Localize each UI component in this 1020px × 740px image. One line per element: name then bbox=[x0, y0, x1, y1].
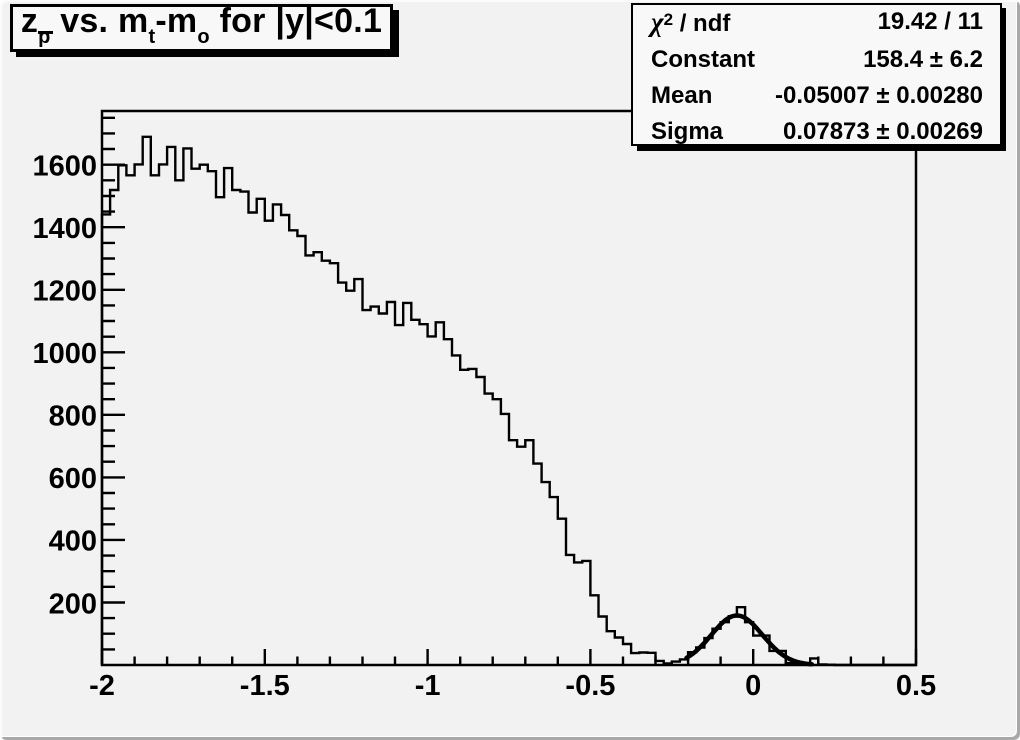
svg-text:800: 800 bbox=[49, 401, 97, 433]
svg-text:1200: 1200 bbox=[32, 276, 97, 308]
svg-text:-0.5: -0.5 bbox=[565, 670, 615, 702]
svg-text:1600: 1600 bbox=[32, 151, 97, 183]
svg-text:-2: -2 bbox=[89, 670, 115, 702]
svg-text:200: 200 bbox=[49, 588, 97, 620]
svg-text:600: 600 bbox=[49, 463, 97, 495]
svg-text:-1: -1 bbox=[415, 670, 441, 702]
svg-text:-1.5: -1.5 bbox=[240, 670, 290, 702]
svg-text:0.5: 0.5 bbox=[896, 670, 936, 702]
svg-text:0: 0 bbox=[745, 670, 761, 702]
svg-text:1400: 1400 bbox=[32, 213, 97, 245]
svg-text:1000: 1000 bbox=[32, 338, 97, 370]
svg-text:400: 400 bbox=[49, 526, 97, 558]
